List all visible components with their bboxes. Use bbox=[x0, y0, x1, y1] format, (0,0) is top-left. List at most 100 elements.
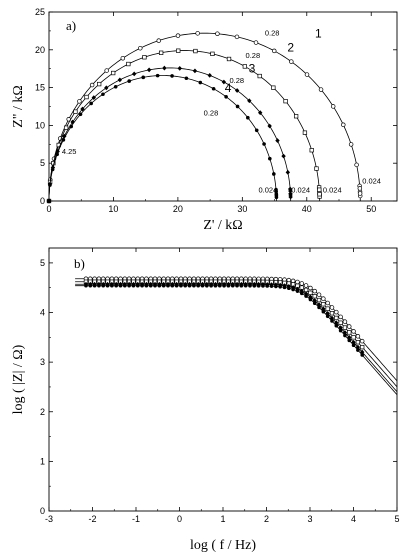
data-point bbox=[275, 138, 280, 143]
nyquist-series: 1 2 3 4 bbox=[46, 27, 363, 204]
nyquist-plot-frame bbox=[48, 11, 398, 202]
data-point bbox=[84, 94, 89, 100]
data-point bbox=[80, 106, 85, 112]
data-point bbox=[355, 340, 361, 345]
data-point bbox=[338, 328, 343, 333]
fit-curve-2 bbox=[48, 50, 321, 202]
data-point bbox=[105, 283, 110, 288]
data-point bbox=[309, 148, 314, 153]
data-point bbox=[157, 283, 162, 288]
data-point bbox=[101, 283, 106, 288]
y-tick-label: 0 bbox=[40, 196, 45, 206]
data-point bbox=[183, 283, 188, 288]
data-point bbox=[162, 65, 167, 71]
data-point bbox=[62, 133, 67, 139]
data-point bbox=[210, 51, 215, 56]
data-point bbox=[247, 98, 252, 104]
frequency-annotation: 0.28 bbox=[204, 109, 219, 118]
data-point bbox=[303, 283, 309, 288]
data-point bbox=[200, 283, 205, 288]
data-point bbox=[278, 284, 282, 289]
fit-curve-3 bbox=[48, 67, 292, 202]
data-point bbox=[253, 40, 259, 45]
data-point bbox=[274, 284, 278, 289]
data-point bbox=[226, 56, 232, 62]
data-point bbox=[110, 283, 114, 288]
data-point bbox=[312, 294, 317, 299]
data-point bbox=[226, 283, 231, 288]
y-tick-label: 20 bbox=[35, 45, 45, 55]
data-point bbox=[330, 319, 334, 323]
data-point bbox=[135, 283, 140, 288]
data-point bbox=[262, 142, 266, 146]
data-point bbox=[170, 283, 175, 288]
data-point bbox=[111, 70, 116, 76]
x-tick-label: 10 bbox=[108, 204, 118, 214]
data-point bbox=[334, 309, 339, 315]
y-tick-label: 4 bbox=[40, 308, 45, 318]
data-point bbox=[170, 74, 174, 78]
data-point bbox=[69, 124, 74, 129]
bode-series bbox=[75, 276, 398, 396]
data-point bbox=[174, 283, 179, 288]
data-point bbox=[287, 286, 291, 291]
x-tick-label: 0 bbox=[177, 514, 182, 524]
data-point bbox=[258, 110, 263, 116]
data-point bbox=[177, 65, 182, 71]
data-point bbox=[325, 300, 330, 306]
data-point bbox=[192, 68, 198, 74]
data-point bbox=[317, 305, 321, 310]
data-point bbox=[325, 306, 330, 311]
x-tick-label: 3 bbox=[307, 514, 312, 524]
data-point bbox=[47, 199, 51, 203]
data-point bbox=[48, 183, 52, 187]
data-point bbox=[117, 77, 123, 83]
data-point bbox=[342, 325, 348, 330]
data-point bbox=[329, 311, 335, 316]
x-tick-label: 2 bbox=[264, 514, 269, 524]
data-point bbox=[299, 281, 305, 286]
data-point bbox=[285, 169, 291, 175]
data-point bbox=[63, 125, 69, 130]
y-tick-label: 15 bbox=[35, 83, 45, 93]
bode-x-axis-label: log ( f / Hz) bbox=[190, 538, 256, 553]
data-point bbox=[348, 142, 354, 147]
bode-series-2 bbox=[75, 279, 398, 388]
series-3: 3 bbox=[46, 61, 293, 204]
data-point bbox=[252, 283, 257, 288]
data-point bbox=[338, 320, 343, 325]
data-point bbox=[347, 330, 352, 335]
data-point bbox=[341, 122, 346, 128]
data-point bbox=[140, 283, 144, 288]
data-point bbox=[334, 315, 339, 321]
data-point bbox=[256, 284, 261, 288]
data-point bbox=[267, 123, 272, 129]
x-tick-label: 0 bbox=[46, 204, 51, 214]
x-tick-label: 40 bbox=[302, 204, 312, 214]
panel-label-a: a) bbox=[66, 18, 76, 33]
data-point bbox=[308, 297, 313, 302]
data-point bbox=[334, 323, 339, 328]
data-point bbox=[271, 48, 277, 54]
bode-series-1 bbox=[75, 276, 398, 382]
data-point bbox=[274, 189, 278, 194]
data-point bbox=[329, 305, 335, 310]
data-point bbox=[118, 283, 123, 288]
frequency-annotation: 0.024 bbox=[291, 186, 310, 195]
data-point bbox=[316, 297, 322, 303]
data-point bbox=[295, 289, 300, 293]
data-point bbox=[357, 186, 363, 191]
data-point bbox=[308, 290, 313, 295]
data-point bbox=[316, 292, 322, 297]
data-point bbox=[205, 283, 209, 288]
data-point bbox=[302, 130, 308, 135]
data-point bbox=[55, 152, 59, 157]
data-point bbox=[73, 109, 78, 114]
x-tick-label: 20 bbox=[173, 204, 183, 214]
data-point bbox=[299, 291, 304, 296]
nyquist-annotations: 0.28 0.28 0.28 0.28 4.25 0.024 0.024 0.024 0.024 bbox=[62, 28, 381, 194]
data-point bbox=[355, 334, 361, 339]
series-label-3: 3 bbox=[249, 61, 256, 75]
series-label-4: 4 bbox=[225, 81, 232, 95]
